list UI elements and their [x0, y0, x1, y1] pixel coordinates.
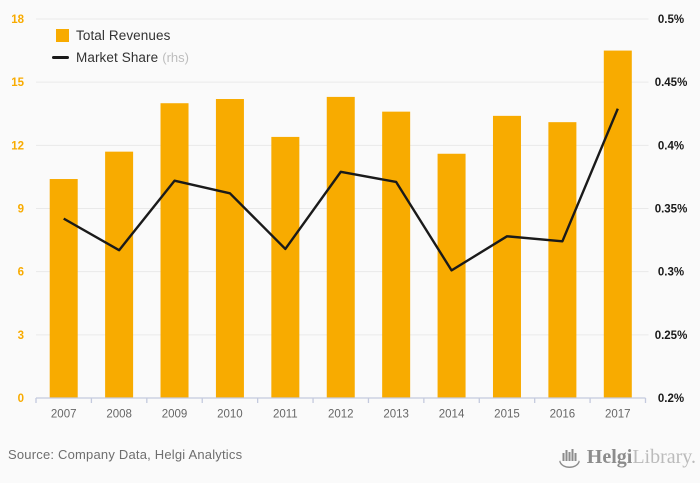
right-axis-label: 0.4%: [658, 140, 684, 152]
bar-2009: [160, 103, 189, 398]
bar-2017: [603, 50, 632, 398]
bar-2008: [105, 151, 134, 398]
bar-2012: [326, 96, 355, 399]
bar-2014: [437, 153, 466, 398]
total-revenues-swatch-icon: [56, 28, 69, 42]
x-axis-label: 2011: [273, 409, 298, 421]
bar-2013: [382, 111, 411, 399]
left-axis-label: 0: [18, 393, 24, 405]
chart-legend: Total Revenues Market Share (rhs): [52, 26, 189, 66]
right-axis-label: 0.2%: [658, 393, 684, 405]
helgi-library-logo-icon: [559, 449, 580, 468]
left-axis-label: 18: [11, 14, 24, 26]
bar-2016: [548, 122, 577, 398]
market-share-line-swatch-icon: [52, 55, 69, 59]
x-axis-label: 2009: [162, 409, 188, 421]
left-axis-label: 3: [18, 330, 24, 342]
x-axis-label: 2012: [328, 409, 354, 421]
source-text: Source: Company Data, Helgi Analytics: [8, 447, 243, 462]
revenue-market-share-chart: 0 3 6 9 12 15 18 0.2% 0.25% 0.3% 0.35% 0.4% 0.45% 0.5…: [11, 14, 688, 421]
x-axis-label: 2008: [106, 409, 132, 421]
x-axis-label: 2017: [605, 409, 631, 421]
left-axis-label: 15: [11, 77, 24, 89]
logo-text-library: Library.: [632, 446, 696, 468]
legend-item-market-share: Market Share (rhs): [52, 48, 189, 66]
market-share-line: [63, 108, 619, 272]
x-axis-label: 2015: [494, 409, 520, 421]
x-axis-label: 2016: [550, 409, 576, 421]
logo-text: HelgiLibrary.: [587, 444, 696, 470]
right-axis-label: 0.45%: [655, 77, 688, 89]
legend-label-market-share: Market Share: [76, 49, 159, 65]
x-axis-label: 2013: [383, 409, 409, 421]
right-axis-label: 0.25%: [655, 330, 688, 342]
logo-text-helgi: Helgi: [586, 446, 633, 468]
bar-2010: [215, 99, 244, 398]
bar-2011: [271, 136, 300, 398]
helgi-library-logo: HelgiLibrary.: [558, 444, 696, 470]
right-axis-label: 0.3%: [658, 267, 684, 279]
x-axis-label: 2014: [439, 409, 465, 421]
left-axis-label: 9: [18, 204, 24, 216]
right-axis-label: 0.35%: [655, 204, 688, 216]
bar-2007: [49, 179, 78, 398]
right-axis-label: 0.5%: [658, 14, 684, 26]
legend-label-total-revenues: Total Revenues: [76, 27, 171, 43]
legend-item-total-revenues: Total Revenues: [52, 26, 189, 44]
legend-rhs-suffix: (rhs): [162, 49, 189, 65]
bar-2015: [492, 115, 521, 398]
x-axis-label: 2010: [217, 409, 243, 421]
left-axis-label: 6: [18, 267, 24, 279]
x-axis-label: 2007: [51, 409, 77, 421]
left-axis-label: 12: [11, 140, 24, 152]
